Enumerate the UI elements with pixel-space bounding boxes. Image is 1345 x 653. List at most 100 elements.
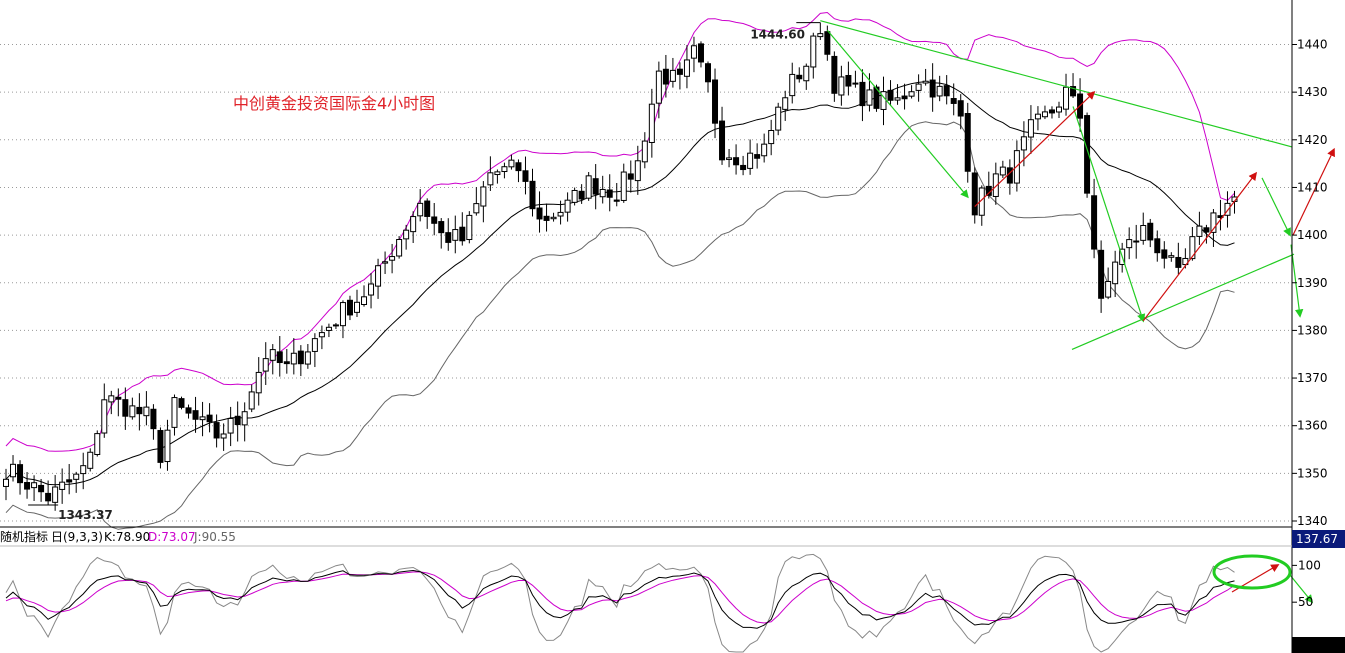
candle-body-up [641, 140, 648, 163]
candle [445, 218, 452, 251]
candle-body-down [873, 86, 880, 109]
candle-body-up [290, 352, 297, 365]
support-trendline [1071, 253, 1295, 351]
candle [564, 192, 571, 222]
indicator-d-label: D:73.07 [148, 530, 196, 544]
candle-body-up [683, 59, 690, 77]
price-tick-label: 1440 [1297, 38, 1328, 52]
candle [929, 63, 936, 112]
candle-body-up [361, 296, 368, 306]
candle [87, 448, 94, 472]
candle [94, 430, 101, 457]
candle-body-down [712, 79, 719, 124]
candle-body-up [810, 35, 817, 68]
candle [1098, 240, 1105, 313]
candle [810, 32, 817, 79]
candle [108, 390, 115, 415]
candle [1196, 211, 1203, 245]
candle [971, 167, 978, 224]
candle [143, 391, 150, 426]
green-arrow-down-1 [826, 29, 969, 199]
candle-body-down [536, 207, 543, 220]
candle [571, 187, 578, 206]
candle-body-up [354, 301, 360, 313]
candle-body-down [1203, 227, 1210, 233]
candle [831, 51, 838, 102]
candle-body-up [171, 397, 178, 428]
candle-body-up [59, 481, 66, 490]
candle [901, 83, 908, 110]
candle [852, 70, 859, 88]
candle [880, 76, 887, 126]
candle [817, 22, 824, 41]
candle [199, 401, 206, 437]
candle [150, 404, 157, 440]
candle [115, 388, 122, 417]
candle [803, 63, 810, 90]
candle-body-up [747, 152, 754, 169]
indicator-period: 日(9,3,3) [51, 530, 103, 544]
candle [403, 224, 410, 250]
candle-body-down [38, 484, 45, 493]
candle [859, 69, 866, 122]
candle-body-up [473, 203, 480, 214]
candle-body-down [705, 63, 711, 83]
candle-body-down [1147, 222, 1154, 241]
candle-body-up [508, 159, 515, 168]
price-tick-label: 1370 [1297, 371, 1328, 385]
candle [697, 41, 704, 68]
candle-body-down [150, 408, 157, 430]
candle-body-down [662, 68, 669, 85]
stochastic-indicator [5, 553, 1292, 653]
candle-body-up [803, 65, 810, 82]
candle [950, 83, 957, 116]
candle-body-down [1098, 249, 1105, 299]
candle [992, 162, 999, 205]
candle-body-up [915, 83, 922, 91]
candle-body-down [459, 226, 466, 242]
chart-title: 中创黄金投资国际金4小时图 [233, 94, 435, 113]
candle [915, 74, 922, 102]
candle [1048, 106, 1055, 119]
candle [1133, 224, 1140, 259]
candle-body-down [754, 154, 761, 159]
candle [599, 175, 606, 204]
candle [712, 68, 719, 139]
candle-body-down [592, 178, 599, 195]
candle-body-down [796, 74, 803, 80]
candle-body-up [1224, 202, 1231, 216]
candle-body-down [613, 199, 620, 202]
candle-body-down [964, 113, 971, 172]
candle-body-up [1034, 113, 1041, 120]
candle-body-up [1020, 136, 1027, 151]
candle [1027, 105, 1034, 154]
price-tick-label: 1410 [1297, 180, 1328, 194]
green-arrow-down-2 [1072, 106, 1146, 323]
candle-body-up [1140, 225, 1147, 241]
candle [17, 460, 24, 495]
candle [227, 406, 234, 447]
candle [368, 273, 375, 309]
candle [662, 54, 669, 98]
candle-body-up [1210, 212, 1217, 233]
candle [789, 62, 796, 104]
candle-body-up [143, 406, 150, 417]
candle [101, 383, 108, 438]
candle-body-down [332, 324, 339, 327]
candle-body-down [17, 464, 24, 484]
candle [655, 61, 662, 119]
candle [1154, 230, 1161, 262]
candle-body-up [311, 338, 318, 352]
candle [459, 212, 466, 246]
candle-body-down [697, 43, 704, 63]
candle [768, 119, 775, 156]
candle [171, 394, 178, 436]
candle [1147, 218, 1154, 248]
candle-body-down [943, 85, 950, 97]
candle-body-up [410, 216, 417, 233]
candle-body-up [227, 417, 234, 434]
candle-body-up [1027, 119, 1034, 138]
candle-body-up [571, 189, 578, 203]
price-tick-label: 1340 [1297, 514, 1328, 528]
candle-body-up [1196, 225, 1203, 237]
